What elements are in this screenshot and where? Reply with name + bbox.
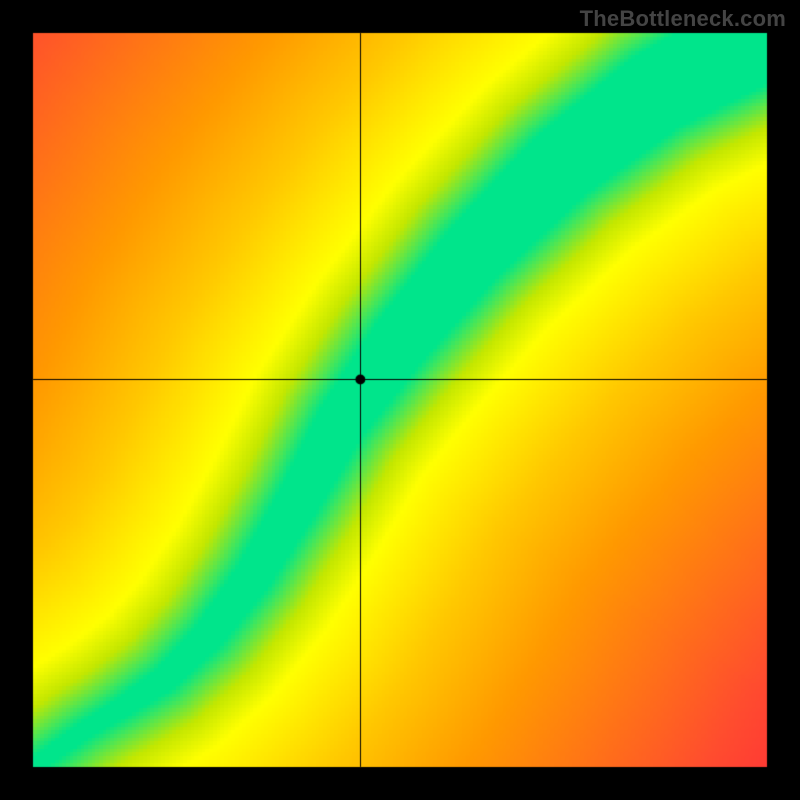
watermark-text: TheBottleneck.com bbox=[580, 6, 786, 32]
crosshair-overlay bbox=[0, 0, 800, 800]
chart-container: TheBottleneck.com bbox=[0, 0, 800, 800]
